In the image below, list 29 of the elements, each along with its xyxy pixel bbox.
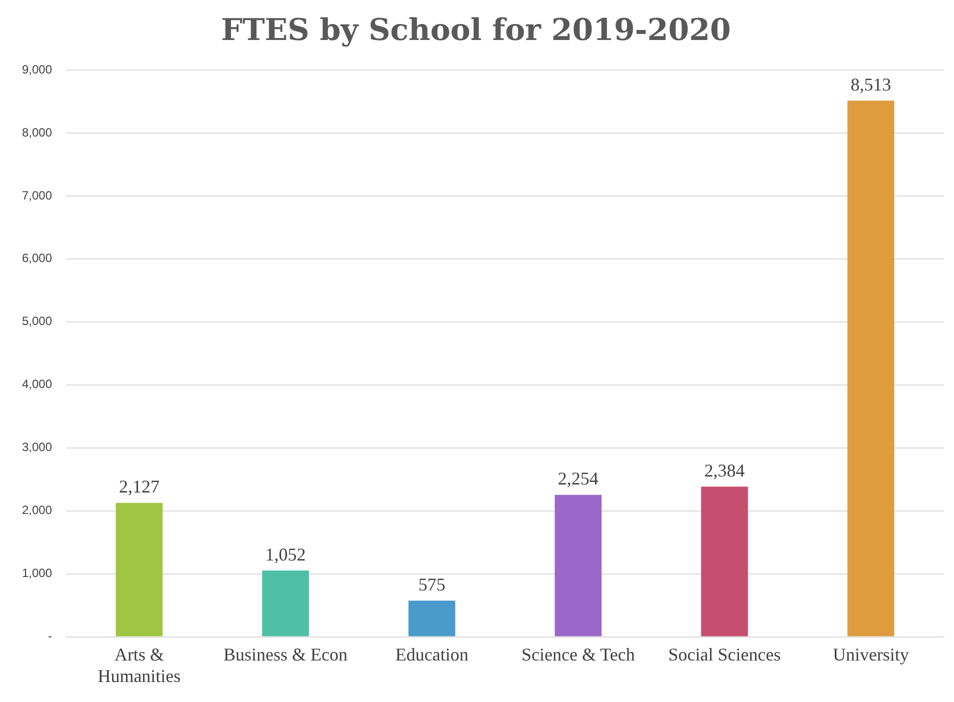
x-tick-label: Arts & Humanities [98, 644, 181, 686]
y-tick-label: 2,000 [22, 503, 52, 518]
bar [116, 502, 163, 636]
y-tick-label: - [48, 629, 52, 644]
y-tick-label: 5,000 [22, 314, 52, 328]
x-tick-label: Science & Tech [521, 644, 635, 664]
data-label: 575 [418, 574, 446, 594]
chart-title: FTES by School for 2019-2020 [221, 12, 731, 48]
bar [554, 494, 602, 636]
x-tick-label: Business & Econ [224, 644, 348, 664]
bar [408, 600, 456, 636]
data-label: 2,384 [704, 460, 745, 480]
y-tick-label: 6,000 [22, 251, 52, 266]
bar [701, 486, 748, 636]
y-tick-label: 9,000 [22, 62, 52, 76]
y-tick-label: 1,000 [22, 566, 52, 580]
x-tick-label: Social Sciences [668, 644, 781, 664]
y-tick-label: 8,000 [22, 125, 52, 140]
bar [262, 570, 309, 636]
y-tick-label: 4,000 [22, 377, 52, 392]
y-tick-label: 3,000 [22, 440, 52, 454]
data-label: 2,254 [558, 468, 598, 489]
y-tick-label: 7,000 [22, 188, 52, 202]
data-label: 2,127 [118, 476, 160, 497]
bar [847, 100, 894, 636]
x-tick-label: Education [395, 644, 468, 664]
data-label: 1,052 [265, 544, 306, 564]
x-tick-label: University [832, 644, 909, 664]
data-label: 8,513 [850, 74, 892, 94]
